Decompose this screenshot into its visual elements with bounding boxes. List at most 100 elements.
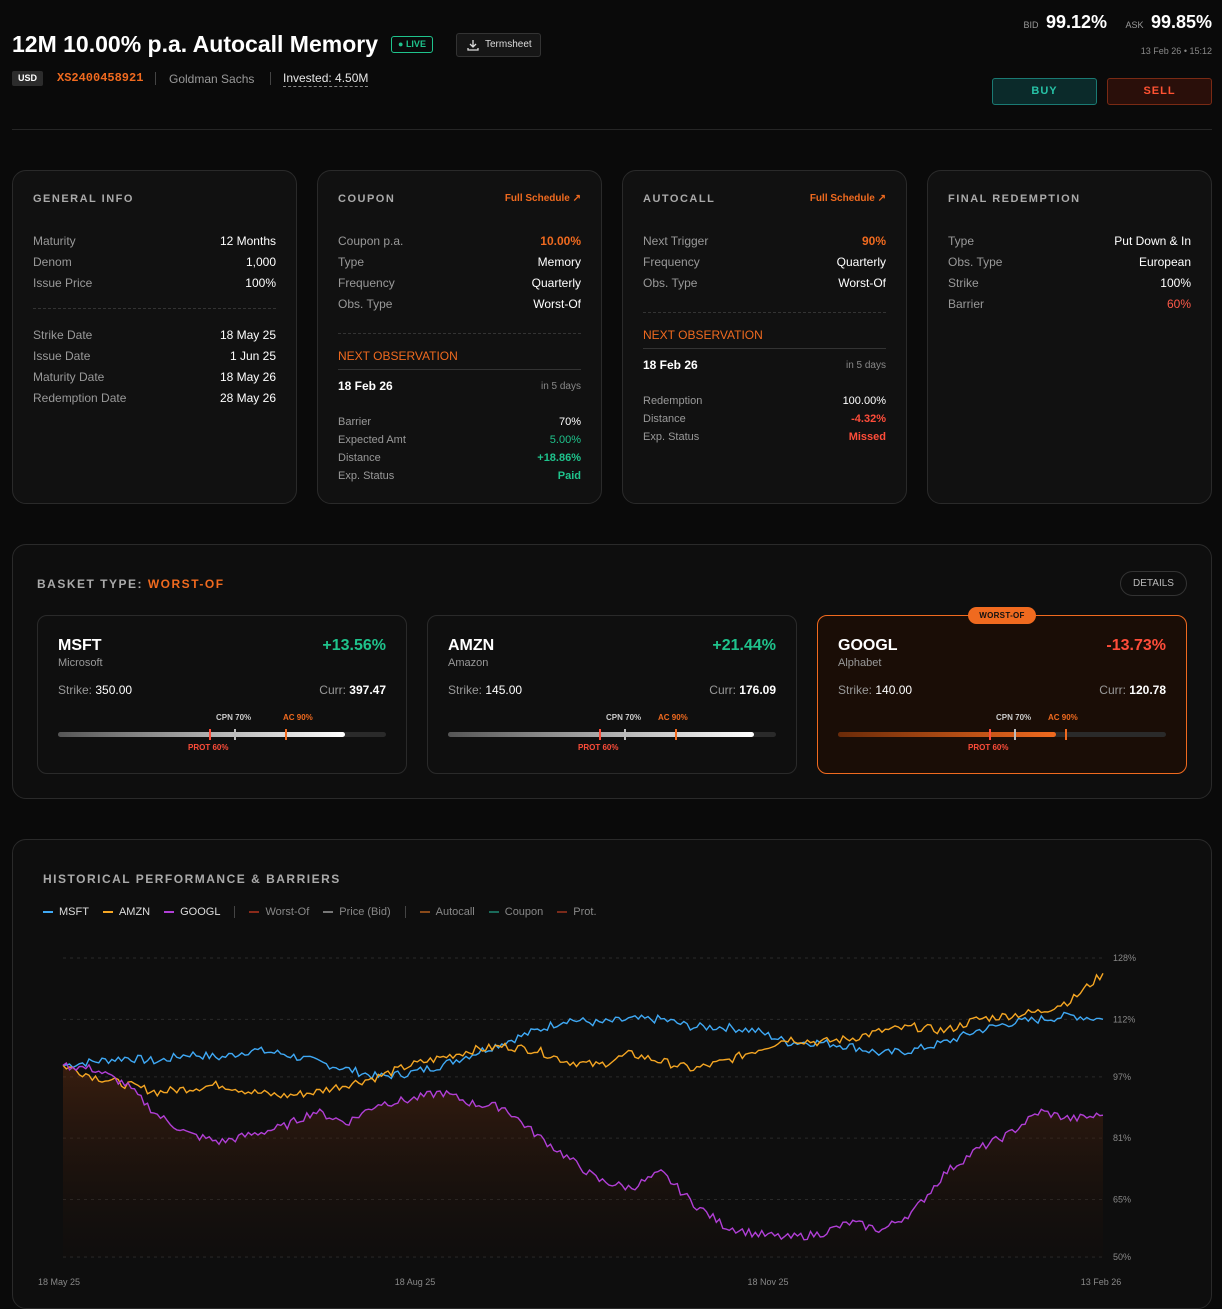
prot-marker — [599, 729, 601, 740]
info-row: Strike Date 18 May 25 — [33, 328, 276, 346]
level-track: CPN 70% AC 90% PROT 60% — [448, 713, 776, 752]
underlying-card-msft[interactable]: MSFT Microsoft +13.56% Strike: 350.00 Cu… — [37, 615, 407, 774]
row-value: Quarterly — [836, 255, 886, 269]
cpn-marker — [1014, 729, 1016, 740]
legend-worst-of[interactable]: Worst-Of — [249, 906, 309, 918]
issuer: Goldman Sachs — [169, 72, 255, 86]
row-label: Exp. Status — [338, 470, 395, 482]
underlying-card-amzn[interactable]: AMZN Amazon +21.44% Strike: 145.00 Curr:… — [427, 615, 797, 774]
legend-label: Autocall — [435, 906, 475, 918]
ticker: GOOGL — [838, 637, 898, 654]
card-title: AUTOCALL — [643, 193, 716, 205]
row-value: 28 May 26 — [219, 391, 276, 405]
row-label: Frequency — [643, 255, 700, 269]
row-label: Frequency — [338, 276, 395, 290]
prot-marker — [989, 729, 991, 740]
company-name: Amazon — [448, 657, 489, 669]
legend-label: MSFT — [59, 906, 89, 918]
x-tick-label: 18 May 25 — [38, 1277, 80, 1287]
basket-label: BASKET TYPE: — [37, 577, 144, 591]
x-tick-label: 13 Feb 26 — [1081, 1277, 1122, 1287]
ac-marker — [285, 729, 287, 740]
strike-value: 350.00 — [95, 683, 133, 697]
cpn-marker — [234, 729, 236, 740]
row-value: 18 May 26 — [219, 370, 276, 384]
row-value: 10.00% — [540, 234, 581, 248]
status-missed: Missed — [848, 431, 886, 443]
legend-label: Price (Bid) — [339, 906, 391, 918]
level-track: CPN 70% AC 90% PROT 60% — [58, 713, 386, 752]
legend-googl[interactable]: GOOGL — [164, 906, 220, 918]
ac-label: AC 90% — [658, 713, 688, 722]
details-button[interactable]: DETAILS — [1120, 571, 1187, 596]
strike-label: Strike: — [58, 683, 93, 697]
sell-button[interactable]: SELL — [1107, 78, 1212, 105]
underlying-card-googl[interactable]: WORST-OF GOOGL Alphabet -13.73% Strike: … — [817, 607, 1187, 774]
row-value: Worst-Of — [533, 297, 581, 311]
termsheet-label: Termsheet — [485, 39, 532, 50]
performance: +13.56% — [322, 637, 386, 654]
prot-marker — [209, 729, 211, 740]
autocall-full-schedule-link[interactable]: Full Schedule ↗ — [809, 193, 886, 204]
row-label: Distance — [643, 413, 686, 425]
row-label: Strike Date — [33, 328, 93, 342]
termsheet-button[interactable]: Termsheet — [456, 33, 541, 57]
legend-coupon[interactable]: Coupon — [488, 906, 544, 918]
y-tick-label: 50% — [1113, 1252, 1131, 1262]
next-observation-date: 18 Feb 26 — [338, 379, 393, 393]
status-paid: Paid — [557, 470, 581, 482]
legend-autocall[interactable]: Autocall — [419, 906, 475, 918]
legend-prot[interactable]: Prot. — [557, 906, 597, 918]
live-badge: ● LIVE — [391, 36, 433, 53]
y-tick-label: 81% — [1113, 1133, 1131, 1143]
y-tick-label: 112% — [1113, 1014, 1135, 1024]
legend-msft[interactable]: MSFT — [43, 906, 89, 918]
row-label: Strike — [948, 276, 979, 290]
row-value: European — [1138, 255, 1191, 269]
curr-label: Curr: — [709, 683, 736, 697]
legend-price-bid[interactable]: Price (Bid) — [323, 906, 391, 918]
basket-title: BASKET TYPE: WORST-OF — [37, 577, 225, 591]
row-label: Issue Price — [33, 276, 93, 290]
invested-amount[interactable]: Invested: 4.50M — [283, 71, 369, 87]
strike: Strike: 145.00 — [448, 683, 522, 697]
ac-label: AC 90% — [1048, 713, 1078, 722]
row-label: Obs. Type — [338, 297, 393, 311]
chart-section: HISTORICAL PERFORMANCE & BARRIERS MSFT A… — [12, 839, 1212, 1309]
row-value: 1,000 — [245, 255, 276, 269]
row-value: Memory — [537, 255, 581, 269]
row-label: Barrier — [948, 297, 985, 311]
company-name: Alphabet — [838, 657, 882, 669]
ask-label: ASK — [1125, 20, 1144, 30]
divider — [234, 906, 236, 918]
row-value: 100% — [1160, 276, 1191, 290]
info-row: Redemption 100.00% — [643, 395, 886, 413]
info-row: Distance +18.86% — [338, 452, 581, 470]
legend-label: GOOGL — [180, 906, 221, 918]
legend-label: Prot. — [573, 906, 597, 918]
strike-value: 140.00 — [875, 683, 913, 697]
level-fill — [58, 732, 345, 737]
row-value: 12 Months — [219, 234, 276, 248]
info-row: Redemption Date 28 May 26 — [33, 391, 276, 409]
isin[interactable]: XS2400458921 — [57, 71, 144, 85]
info-row: Issue Price 100% — [33, 276, 276, 294]
strike: Strike: 350.00 — [58, 683, 132, 697]
series-line-googl — [62, 1061, 1104, 1241]
live-label: LIVE — [405, 39, 426, 49]
legend-label: Coupon — [504, 906, 544, 918]
info-row: Exp. Status Paid — [338, 470, 581, 488]
legend-amzn[interactable]: AMZN — [102, 906, 150, 918]
buy-button[interactable]: BUY — [992, 78, 1097, 105]
prot-label: PROT 60% — [188, 743, 229, 752]
row-value: Put Down & In — [1114, 234, 1191, 248]
download-icon — [467, 40, 479, 51]
coupon-full-schedule-link[interactable]: Full Schedule ↗ — [504, 193, 581, 204]
product-title: 12M 10.00% p.a. Autocall Memory — [12, 31, 379, 57]
row-value: 90% — [861, 234, 886, 248]
performance-chart[interactable]: 128% 112% 97% 81% 65% 50% 18 May 25 18 Aug 25 1… — [13, 840, 1213, 1300]
row-label: Type — [338, 255, 365, 269]
row-label: Obs. Type — [948, 255, 1003, 269]
bid-price: 99.12% — [1045, 12, 1108, 32]
curr-label: Curr: — [319, 683, 346, 697]
